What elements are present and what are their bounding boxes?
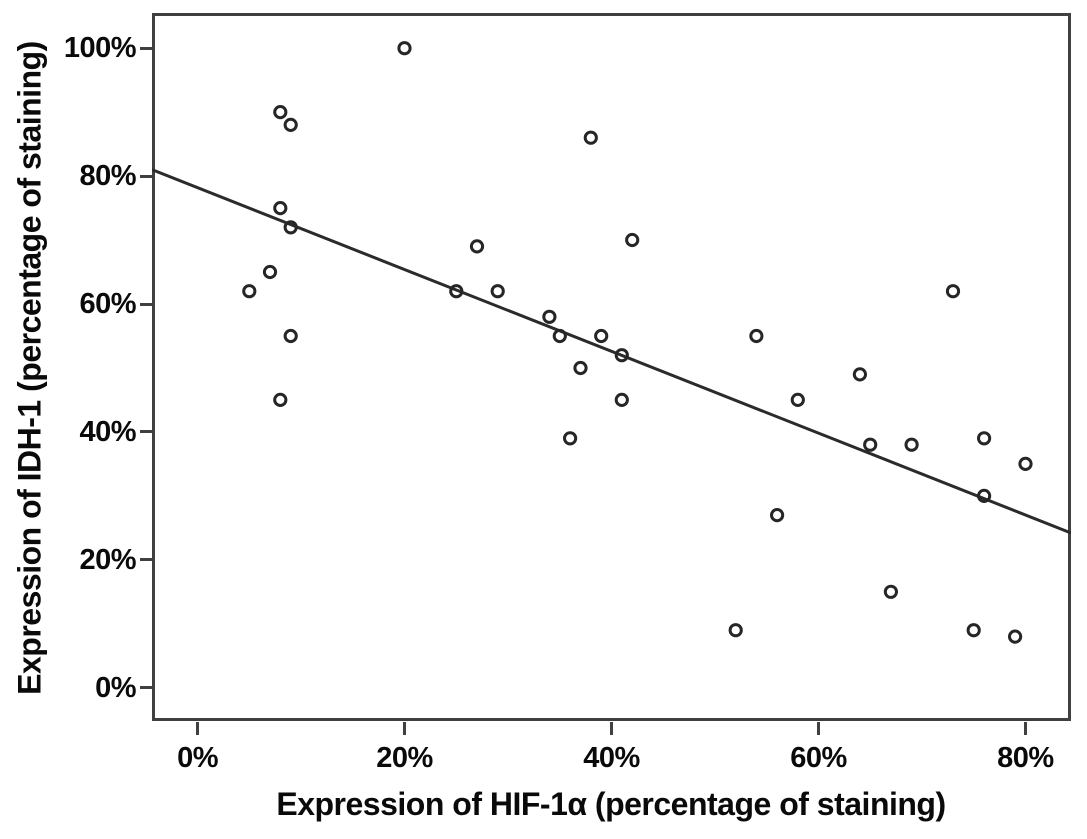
data-point <box>863 437 878 452</box>
data-point <box>977 488 992 503</box>
data-point <box>966 623 981 638</box>
data-point <box>283 117 298 133</box>
data-point <box>262 264 278 280</box>
data-point <box>883 584 899 599</box>
y-tick-label: 0% <box>95 671 136 704</box>
data-point <box>542 309 557 324</box>
data-point <box>273 201 288 216</box>
data-point <box>770 508 785 523</box>
x-tick-label: 20% <box>376 742 433 774</box>
data-point <box>563 431 578 446</box>
x-tick-label: 60% <box>790 742 847 774</box>
y-tick-label: 60% <box>79 288 136 320</box>
y-tick-mark <box>140 686 153 690</box>
data-point <box>273 105 288 120</box>
data-point <box>749 328 764 344</box>
data-point <box>1008 629 1023 644</box>
y-tick-label: 40% <box>79 415 136 448</box>
y-tick-label: 80% <box>79 160 136 193</box>
data-point <box>594 328 609 344</box>
data-point <box>273 392 288 407</box>
data-point <box>625 232 640 248</box>
y-tick-label: 100% <box>63 32 137 65</box>
y-axis-title: Expression of IDH-1 (percentage of stain… <box>11 41 48 695</box>
y-tick-mark <box>140 46 153 50</box>
data-point <box>449 284 464 299</box>
x-tick-label: 40% <box>583 742 640 774</box>
y-tick-label: 20% <box>79 543 136 576</box>
x-tick-label: 0% <box>177 742 218 774</box>
data-point <box>490 284 505 299</box>
x-axis-title: Expression of HIF-1α (percentage of stai… <box>276 786 946 822</box>
data-point <box>242 284 257 299</box>
x-tick-mark <box>816 722 820 735</box>
data-point <box>977 431 992 446</box>
data-point <box>1018 456 1033 471</box>
data-point <box>469 239 485 254</box>
y-tick-mark <box>140 430 153 434</box>
regression-line <box>152 168 1071 535</box>
y-tick-mark <box>140 302 153 306</box>
plot-frame <box>152 13 1071 721</box>
data-point <box>552 328 567 344</box>
data-point <box>583 130 598 145</box>
data-point <box>790 392 805 407</box>
data-point <box>614 348 629 363</box>
data-point <box>728 623 743 638</box>
data-point <box>904 437 919 452</box>
data-point <box>945 284 961 299</box>
x-tick-mark <box>1023 722 1027 735</box>
data-point <box>283 328 298 344</box>
x-tick-mark <box>196 722 200 735</box>
data-point <box>852 367 868 382</box>
data-point <box>573 360 588 376</box>
x-tick-mark <box>403 722 407 735</box>
y-tick-mark <box>140 174 153 178</box>
plot-canvas <box>152 13 1071 721</box>
data-point <box>614 392 629 407</box>
data-point <box>397 41 412 56</box>
y-tick-mark <box>140 558 153 562</box>
x-tick-label: 80% <box>997 742 1054 774</box>
data-point <box>283 220 298 235</box>
x-tick-mark <box>610 722 613 735</box>
